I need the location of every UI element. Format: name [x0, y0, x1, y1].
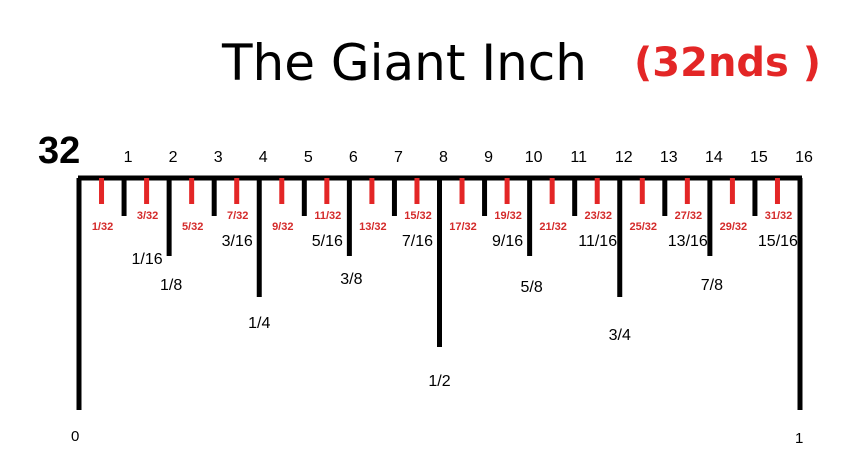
- label-32nd: 9/32: [272, 221, 293, 233]
- diagram-title: The Giant Inch: [221, 34, 587, 92]
- label-eighth: 5/8: [521, 279, 543, 296]
- label-32nd: 1/32: [92, 221, 113, 233]
- label-eighth: 3/8: [340, 271, 362, 288]
- sixteenth-count-label: 11: [570, 149, 587, 166]
- label-32nd: 27/32: [675, 210, 703, 222]
- label-32nd: 25/32: [630, 221, 658, 233]
- denominator-label: 32: [38, 130, 80, 172]
- sixteenth-count-label: 9: [484, 149, 493, 166]
- ruler-labels: 1 2 3 4 5 6 7 8 9 10 11 12 13 14 15 161/323/325/327/329…: [92, 149, 813, 390]
- label-32nd: 31/32: [765, 210, 793, 222]
- label-32nd: 23/32: [584, 210, 612, 222]
- sixteenth-count-label: 5: [304, 149, 313, 166]
- start-label-zero: 0: [71, 428, 79, 445]
- sixteenth-count-label: 16: [795, 149, 813, 166]
- sixteenth-count-label: 12: [615, 149, 633, 166]
- diagram-subtitle: (32nds ): [634, 40, 821, 86]
- label-32nd: 13/32: [359, 221, 387, 233]
- label-32nd: 19/32: [494, 210, 522, 222]
- sixteenth-count-label: 15: [750, 149, 768, 166]
- sixteenth-count-label: 8: [439, 149, 448, 166]
- label-sixteenth: 5/16: [312, 233, 343, 250]
- sixteenth-count-label: 6: [349, 149, 358, 166]
- sixteenth-count-label: 4: [259, 149, 268, 166]
- label-32nd: 17/32: [449, 221, 477, 233]
- label-sixteenth: 1/16: [131, 251, 162, 268]
- sixteenth-count-label: 10: [525, 149, 543, 166]
- label-sixteenth: 9/16: [492, 233, 523, 250]
- label-32nd: 21/32: [539, 221, 567, 233]
- label-half: 1/2: [428, 373, 450, 390]
- sixteenth-count-label: 13: [660, 149, 678, 166]
- sixteenth-count-label: 2: [169, 149, 178, 166]
- label-sixteenth: 7/16: [402, 233, 433, 250]
- label-32nd: 5/32: [182, 221, 203, 233]
- sixteenth-count-label: 3: [214, 149, 223, 166]
- label-sixteenth: 13/16: [668, 233, 708, 250]
- label-32nd: 11/32: [314, 210, 341, 222]
- end-label-one: 1: [795, 430, 803, 447]
- label-sixteenth: 15/16: [758, 233, 798, 250]
- label-32nd: 3/32: [137, 210, 158, 222]
- sixteenth-count-label: 14: [705, 149, 723, 166]
- label-eighth: 7/8: [701, 277, 723, 294]
- label-32nd: 15/32: [404, 210, 432, 222]
- label-eighth: 1/8: [160, 277, 182, 294]
- label-32nd: 29/32: [720, 221, 748, 233]
- label-sixteenth: 11/16: [578, 233, 617, 250]
- sixteenth-count-label: 7: [394, 149, 403, 166]
- label-sixteenth: 3/16: [222, 233, 253, 250]
- label-quarter: 3/4: [609, 327, 631, 344]
- label-32nd: 7/32: [227, 210, 248, 222]
- label-quarter: 1/4: [248, 315, 270, 332]
- ruler-ticks: [76, 178, 803, 410]
- sixteenth-count-label: 1: [124, 149, 133, 166]
